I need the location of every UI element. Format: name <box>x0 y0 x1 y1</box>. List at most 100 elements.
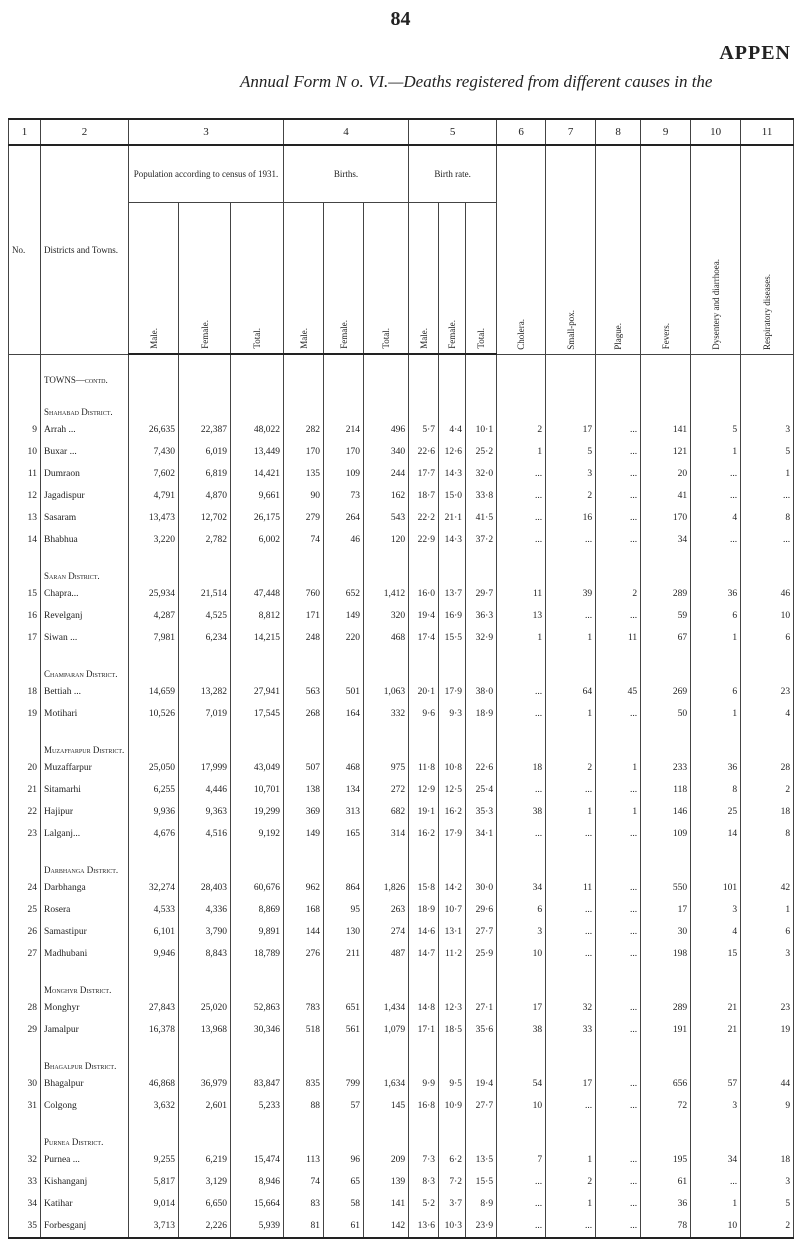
cell: 7·2 <box>438 1171 467 1193</box>
cell: 8,869 <box>229 899 285 921</box>
district-name: Purnea ... <box>40 1149 129 1171</box>
column-number: 7 <box>545 118 597 146</box>
cell: 27·7 <box>465 921 498 943</box>
cell: 1 <box>545 801 597 823</box>
empty-cell <box>128 354 179 387</box>
empty-cell <box>640 649 692 681</box>
cell: 651 <box>323 997 365 1019</box>
empty-cell <box>128 965 179 997</box>
cell: 25,020 <box>178 997 231 1019</box>
empty-cell <box>438 845 467 877</box>
empty-cell <box>363 845 410 877</box>
cell: ... <box>595 1171 642 1193</box>
cell: 3,129 <box>178 1171 231 1193</box>
cell: 11·8 <box>408 757 440 779</box>
cell: 191 <box>640 1019 692 1041</box>
cell: ... <box>496 703 547 725</box>
cell: 1 <box>690 1193 742 1215</box>
district-name: Jagadispur <box>40 485 129 507</box>
cell: 18·5 <box>438 1019 467 1041</box>
cell: 42 <box>740 877 795 899</box>
empty-cell <box>496 551 547 583</box>
empty-cell <box>8 725 41 757</box>
cell: 109 <box>640 823 692 845</box>
empty-cell <box>438 965 467 997</box>
cell: 78 <box>640 1215 692 1239</box>
cell: ... <box>545 1215 597 1239</box>
cell: 1,063 <box>363 681 410 703</box>
empty-cell <box>178 649 231 681</box>
district-name: Bhabhua <box>40 529 129 551</box>
cell: 25·9 <box>465 943 498 965</box>
cell: 142 <box>363 1215 410 1239</box>
cell: 9·5 <box>438 1073 467 1095</box>
cell: 29·7 <box>465 583 498 605</box>
cell: 468 <box>363 627 410 649</box>
cell: 5 <box>740 1193 795 1215</box>
cell: 209 <box>363 1149 410 1171</box>
empty-cell <box>595 1041 642 1073</box>
cell: 6,650 <box>178 1193 231 1215</box>
cell: 17·1 <box>408 1019 440 1041</box>
cell: 3 <box>545 463 597 485</box>
cell: 4,791 <box>128 485 179 507</box>
cell: 41·5 <box>465 507 498 529</box>
cell: ... <box>496 1215 547 1239</box>
cell: 38·0 <box>465 681 498 703</box>
header-cause: Respiratory diseases. <box>740 145 795 355</box>
cell: 10,526 <box>128 703 179 725</box>
cell: ... <box>595 1193 642 1215</box>
cell: 25 <box>690 801 742 823</box>
cell: 6 <box>740 921 795 943</box>
cell: 25,050 <box>128 757 179 779</box>
cell: 15,664 <box>229 1193 285 1215</box>
empty-cell <box>323 354 365 387</box>
header-no: No. <box>8 145 41 355</box>
cell: 5 <box>740 441 795 463</box>
cell: 7,019 <box>178 703 231 725</box>
cell: 52,863 <box>229 997 285 1019</box>
cell: 233 <box>640 757 692 779</box>
data-row: 11 Dumraon 7,602 6,819 14,421 135 109 244 17·7 14… <box>8 463 795 485</box>
row-number: 23 <box>8 823 41 845</box>
empty-cell <box>465 1041 498 1073</box>
district-name: Muzaffarpur <box>40 757 129 779</box>
empty-cell <box>690 387 742 419</box>
row-number: 34 <box>8 1193 41 1215</box>
cell: 268 <box>283 703 325 725</box>
cell: 9,891 <box>229 921 285 943</box>
header-text: Male. <box>298 328 309 349</box>
cell: ... <box>496 485 547 507</box>
cell: 264 <box>323 507 365 529</box>
district-name: Buxar ... <box>40 441 129 463</box>
cell: 171 <box>283 605 325 627</box>
cell: 279 <box>283 507 325 529</box>
empty-cell <box>408 649 440 681</box>
cell: 6,101 <box>128 921 179 943</box>
header-sub: Total. <box>465 202 498 355</box>
cell: 8 <box>740 823 795 845</box>
cell: 165 <box>323 823 365 845</box>
column-number: 4 <box>283 118 410 146</box>
cell: 10 <box>496 1095 547 1117</box>
cell: 9,014 <box>128 1193 179 1215</box>
cell: 9,946 <box>128 943 179 965</box>
cell: 6,819 <box>178 463 231 485</box>
cell: ... <box>595 1019 642 1041</box>
empty-cell <box>128 387 179 419</box>
cell: 28 <box>740 757 795 779</box>
cell: 118 <box>640 779 692 801</box>
district-name: Monghyr <box>40 997 129 1019</box>
page-number: 84 <box>390 8 411 30</box>
cell: ... <box>545 943 597 965</box>
section-row: Saran District. <box>8 551 795 583</box>
header-sub: Total. <box>363 202 410 355</box>
empty-cell <box>740 1117 795 1149</box>
cell: 15·8 <box>408 877 440 899</box>
empty-cell <box>323 551 365 583</box>
district-name: Revelganj <box>40 605 129 627</box>
cell: 1 <box>545 703 597 725</box>
cell: 1 <box>496 441 547 463</box>
cell: ... <box>545 529 597 551</box>
row-number: 11 <box>8 463 41 485</box>
